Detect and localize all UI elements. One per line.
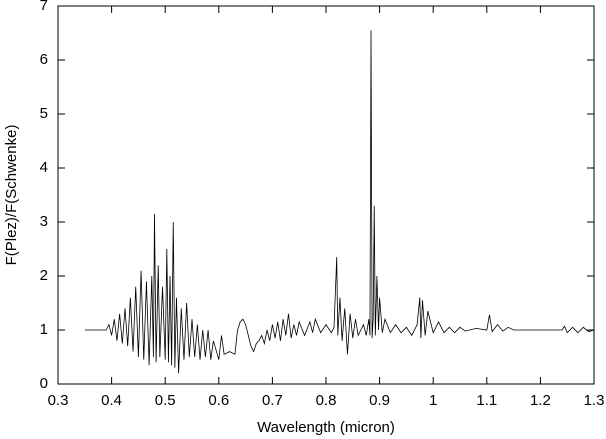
y-tick-label: 5 [40, 105, 48, 122]
x-tick-label: 1.2 [530, 392, 551, 409]
x-tick-label: 0.9 [369, 392, 390, 409]
x-tick-label: 0.5 [155, 392, 176, 409]
x-tick-label: 1.1 [476, 392, 497, 409]
y-tick-label: 1 [40, 321, 48, 338]
plot-frame [57, 5, 595, 385]
y-tick-label: 0 [40, 375, 48, 392]
x-tick-label: 1.3 [584, 392, 605, 409]
x-axis-label: Wavelength (micron) [257, 419, 395, 436]
y-tick-label: 6 [40, 51, 48, 68]
x-tick-label: 0.6 [208, 392, 229, 409]
y-tick-label: 2 [40, 267, 48, 284]
x-tick-label: 0.8 [316, 392, 337, 409]
spectrum-line [84, 30, 595, 374]
y-tick-label: 3 [40, 213, 48, 230]
y-tick-label: 7 [40, 0, 48, 14]
y-axis-label: F(Plez)/F(Schwenke) [3, 125, 20, 266]
x-tick-label: 0.3 [48, 392, 69, 409]
x-tick-label: 0.4 [101, 392, 122, 409]
x-tick-label: 1 [429, 392, 437, 409]
y-tick-label: 4 [40, 159, 48, 176]
x-tick-label: 0.7 [262, 392, 283, 409]
